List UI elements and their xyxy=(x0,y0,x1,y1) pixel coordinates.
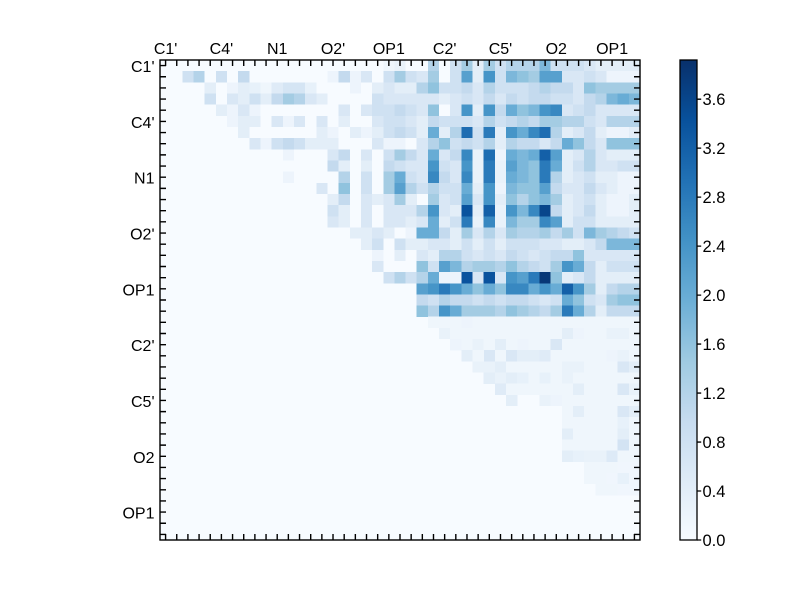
svg-text:3.2: 3.2 xyxy=(703,140,726,158)
svg-text:OP1: OP1 xyxy=(122,506,154,523)
svg-text:2.8: 2.8 xyxy=(703,189,726,207)
svg-text:3.6: 3.6 xyxy=(703,91,726,109)
svg-text:OP1: OP1 xyxy=(122,282,154,299)
svg-text:C1': C1' xyxy=(154,41,178,58)
svg-text:O2: O2 xyxy=(133,450,154,467)
svg-text:C4': C4' xyxy=(131,115,155,132)
svg-text:O2': O2' xyxy=(130,227,154,244)
svg-text:C4': C4' xyxy=(210,41,234,58)
svg-text:C1': C1' xyxy=(131,59,155,76)
svg-text:OP1: OP1 xyxy=(596,41,628,58)
svg-text:C5': C5' xyxy=(131,394,155,411)
svg-text:N1: N1 xyxy=(134,171,155,188)
svg-text:C2': C2' xyxy=(433,41,457,58)
svg-text:2.0: 2.0 xyxy=(703,287,726,305)
svg-text:O2': O2' xyxy=(321,41,345,58)
svg-text:OP1: OP1 xyxy=(373,41,405,58)
svg-text:0.0: 0.0 xyxy=(703,532,726,550)
svg-text:1.6: 1.6 xyxy=(703,336,726,354)
svg-text:1.2: 1.2 xyxy=(703,385,726,403)
svg-text:O2: O2 xyxy=(546,41,567,58)
svg-text:C2': C2' xyxy=(131,338,155,355)
svg-text:C5': C5' xyxy=(489,41,513,58)
svg-text:0.8: 0.8 xyxy=(703,434,726,452)
svg-text:0.4: 0.4 xyxy=(703,483,726,501)
svg-text:N1: N1 xyxy=(267,41,288,58)
svg-text:2.4: 2.4 xyxy=(703,238,726,256)
